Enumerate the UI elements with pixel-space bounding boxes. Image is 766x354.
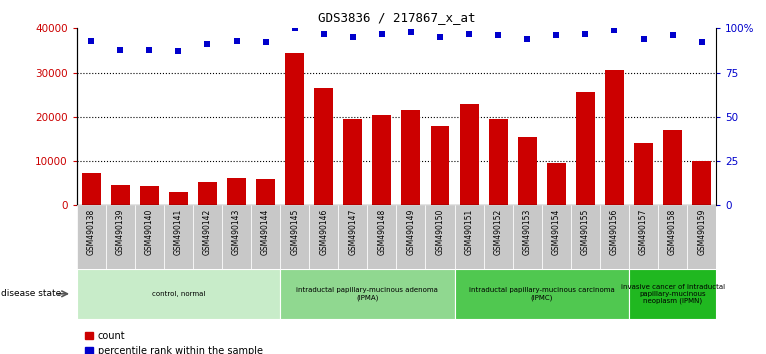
Text: intraductal papillary-mucinous carcinoma
(IPMC): intraductal papillary-mucinous carcinoma… <box>469 287 614 301</box>
Bar <box>692 161 711 205</box>
Text: GSM490140: GSM490140 <box>145 209 154 255</box>
Text: GSM490144: GSM490144 <box>261 209 270 255</box>
Point <box>550 33 562 38</box>
Text: GSM490147: GSM490147 <box>349 209 357 255</box>
Text: GSM490150: GSM490150 <box>436 209 444 255</box>
Bar <box>512 205 542 269</box>
Point <box>114 47 126 52</box>
Bar <box>343 119 362 205</box>
Bar <box>401 110 421 205</box>
Text: GSM490145: GSM490145 <box>290 209 300 255</box>
Bar <box>489 119 508 205</box>
Bar <box>518 137 537 205</box>
Point <box>492 33 504 38</box>
Text: invasive cancer of intraductal
papillary-mucinous
neoplasm (IPMN): invasive cancer of intraductal papillary… <box>620 284 725 304</box>
Bar <box>111 185 129 205</box>
Point <box>434 34 446 40</box>
Bar <box>77 205 106 269</box>
Bar <box>368 205 397 269</box>
Point <box>608 27 620 33</box>
Bar <box>454 205 483 269</box>
Bar <box>82 173 100 205</box>
Point <box>172 48 185 54</box>
Text: GSM490149: GSM490149 <box>407 209 415 255</box>
Bar <box>251 205 280 269</box>
Bar <box>314 88 333 205</box>
Bar <box>430 126 450 205</box>
Bar <box>372 115 391 205</box>
Text: GSM490155: GSM490155 <box>581 209 590 255</box>
Bar <box>77 269 280 319</box>
Point <box>85 38 97 44</box>
Text: GSM490157: GSM490157 <box>639 209 648 255</box>
Bar <box>140 186 159 205</box>
Bar <box>135 205 164 269</box>
Text: GSM490148: GSM490148 <box>378 209 386 255</box>
Bar <box>425 205 454 269</box>
Text: GDS3836 / 217867_x_at: GDS3836 / 217867_x_at <box>318 11 475 24</box>
Point <box>289 25 301 31</box>
Bar <box>164 205 193 269</box>
Point <box>666 33 679 38</box>
Point <box>201 41 214 47</box>
Point <box>637 36 650 42</box>
Text: GSM490158: GSM490158 <box>668 209 677 255</box>
Bar <box>106 205 135 269</box>
Bar <box>663 130 682 205</box>
Bar <box>460 104 479 205</box>
Point <box>579 31 591 36</box>
Text: GSM490143: GSM490143 <box>232 209 241 255</box>
Bar <box>658 205 687 269</box>
Text: control, normal: control, normal <box>152 291 205 297</box>
Bar <box>222 205 251 269</box>
Text: intraductal papillary-mucinous adenoma
(IPMA): intraductal papillary-mucinous adenoma (… <box>296 287 438 301</box>
Bar <box>280 269 454 319</box>
Text: GSM490159: GSM490159 <box>697 209 706 255</box>
Text: GSM490153: GSM490153 <box>522 209 532 255</box>
Point <box>260 40 272 45</box>
Point <box>404 29 417 35</box>
Point <box>143 47 155 52</box>
Bar <box>547 163 566 205</box>
Bar <box>634 143 653 205</box>
Bar <box>193 205 222 269</box>
Bar <box>576 92 595 205</box>
Point <box>231 38 243 44</box>
Bar <box>542 205 571 269</box>
Bar <box>280 205 309 269</box>
Point <box>463 31 475 36</box>
Bar <box>285 53 304 205</box>
Text: GSM490138: GSM490138 <box>87 209 96 255</box>
Bar <box>571 205 600 269</box>
Bar <box>198 182 217 205</box>
Bar <box>309 205 339 269</box>
Bar <box>629 205 658 269</box>
Text: GSM490142: GSM490142 <box>203 209 212 255</box>
Point <box>376 31 388 36</box>
Bar <box>483 205 512 269</box>
Point <box>696 40 708 45</box>
Point <box>318 31 330 36</box>
Bar <box>339 205 368 269</box>
Text: GSM490151: GSM490151 <box>465 209 473 255</box>
Bar <box>600 205 629 269</box>
Bar <box>454 269 629 319</box>
Point <box>521 36 533 42</box>
Text: GSM490139: GSM490139 <box>116 209 125 255</box>
Bar <box>629 269 716 319</box>
Text: GSM490156: GSM490156 <box>610 209 619 255</box>
Text: GSM490152: GSM490152 <box>493 209 502 255</box>
Legend: count, percentile rank within the sample: count, percentile rank within the sample <box>81 327 267 354</box>
Text: disease state: disease state <box>1 289 61 298</box>
Bar <box>687 205 716 269</box>
Text: GSM490141: GSM490141 <box>174 209 183 255</box>
Text: GSM490154: GSM490154 <box>552 209 561 255</box>
Bar <box>227 178 246 205</box>
Point <box>347 34 359 40</box>
Bar <box>605 70 624 205</box>
Bar <box>397 205 425 269</box>
Text: GSM490146: GSM490146 <box>319 209 328 255</box>
Bar <box>256 179 275 205</box>
Bar <box>169 192 188 205</box>
